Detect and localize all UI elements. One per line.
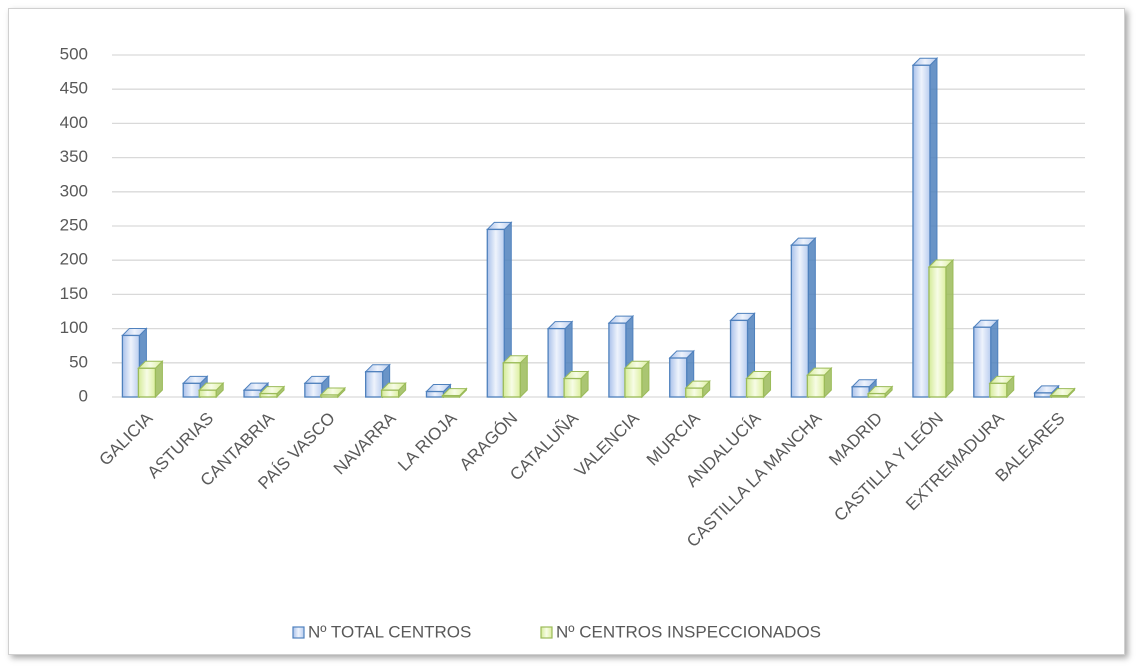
bar — [441, 394, 461, 398]
y-tick-label: 150 — [60, 284, 88, 303]
bar — [121, 334, 141, 398]
bar — [806, 374, 825, 398]
bar — [563, 377, 582, 398]
bar — [745, 377, 765, 398]
bar — [729, 319, 749, 398]
bar — [320, 394, 339, 398]
bar — [973, 326, 992, 398]
bar — [989, 382, 1008, 398]
bar-side — [945, 258, 954, 399]
bar — [867, 392, 886, 398]
y-tick-label: 100 — [60, 318, 88, 337]
bar — [624, 367, 643, 398]
bar — [243, 389, 262, 398]
y-tick-label: 200 — [60, 250, 88, 269]
bar — [851, 386, 870, 398]
bar — [669, 357, 688, 398]
x-tick-label: MADRID — [825, 409, 886, 470]
bar — [365, 371, 384, 398]
y-tick-label: 350 — [60, 147, 88, 166]
x-tick-label: NAVARRA — [330, 408, 400, 478]
y-tick-label: 400 — [60, 113, 88, 132]
bar — [502, 362, 521, 398]
bar — [198, 389, 217, 398]
x-tick-label: CASTILLA Y LEÓN — [830, 409, 947, 526]
bar — [182, 382, 201, 398]
bar — [259, 392, 278, 398]
y-tick-label: 250 — [60, 215, 88, 234]
y-tick-label: 500 — [60, 44, 88, 63]
legend-label: Nº TOTAL CENTROS — [308, 622, 471, 641]
bar — [137, 367, 157, 398]
bar — [1049, 394, 1069, 398]
bar — [1033, 392, 1053, 398]
y-tick-label: 300 — [60, 181, 88, 200]
bar — [486, 228, 505, 398]
legend-label: Nº CENTROS INSPECCIONADOS — [556, 622, 821, 641]
bar — [685, 387, 704, 398]
bar — [790, 244, 809, 398]
x-tick-label: LA RIOJA — [394, 408, 461, 475]
bar — [928, 266, 947, 398]
legend-swatch — [292, 626, 305, 639]
x-tick-label: MURCIA — [643, 408, 704, 469]
y-tick-label: 50 — [69, 352, 88, 371]
bar — [304, 382, 323, 398]
bar — [381, 389, 400, 398]
bar — [547, 327, 566, 398]
legend-swatch — [540, 626, 553, 639]
y-tick-label: 0 — [79, 386, 88, 405]
y-tick-label: 450 — [60, 79, 88, 98]
bar — [912, 64, 931, 398]
x-tick-label: ARAGÓN — [456, 409, 522, 475]
x-tick-label: GALICIA — [96, 408, 157, 469]
x-tick-label: VALENCIA — [571, 408, 643, 480]
bar — [608, 322, 627, 398]
bar — [425, 390, 445, 398]
